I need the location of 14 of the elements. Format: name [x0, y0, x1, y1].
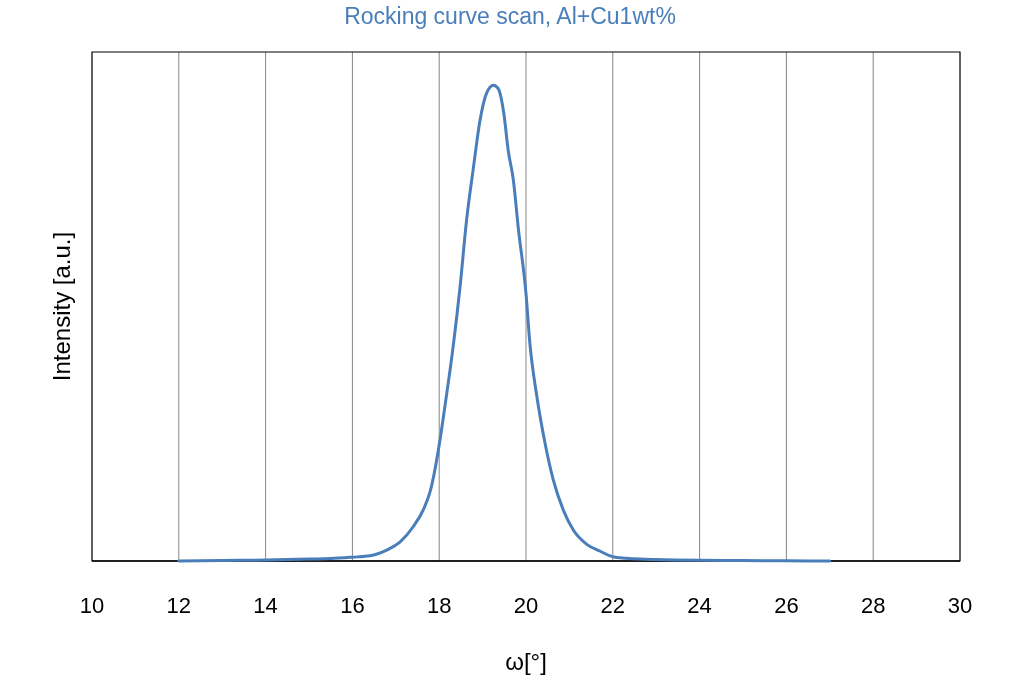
- x-tick-label: 20: [513, 593, 539, 618]
- x-tick-label: 30: [947, 593, 973, 618]
- x-tick-label: 10: [79, 593, 105, 618]
- y-axis-title: Intensity [a.u.]: [48, 231, 75, 382]
- x-tick-label: 24: [687, 593, 712, 618]
- x-tick-label: 14: [253, 593, 278, 618]
- x-axis-title: ω[°]: [505, 648, 547, 675]
- x-tick-label: 18: [426, 593, 452, 618]
- chart-title: Rocking curve scan, Al+Cu1wt%: [344, 3, 676, 29]
- x-tick-label: 28: [860, 593, 886, 618]
- x-tick-label: 16: [340, 593, 365, 618]
- x-tick-label: 26: [774, 593, 799, 618]
- x-tick-label: 22: [600, 593, 626, 618]
- x-tick-label: 12: [166, 593, 192, 618]
